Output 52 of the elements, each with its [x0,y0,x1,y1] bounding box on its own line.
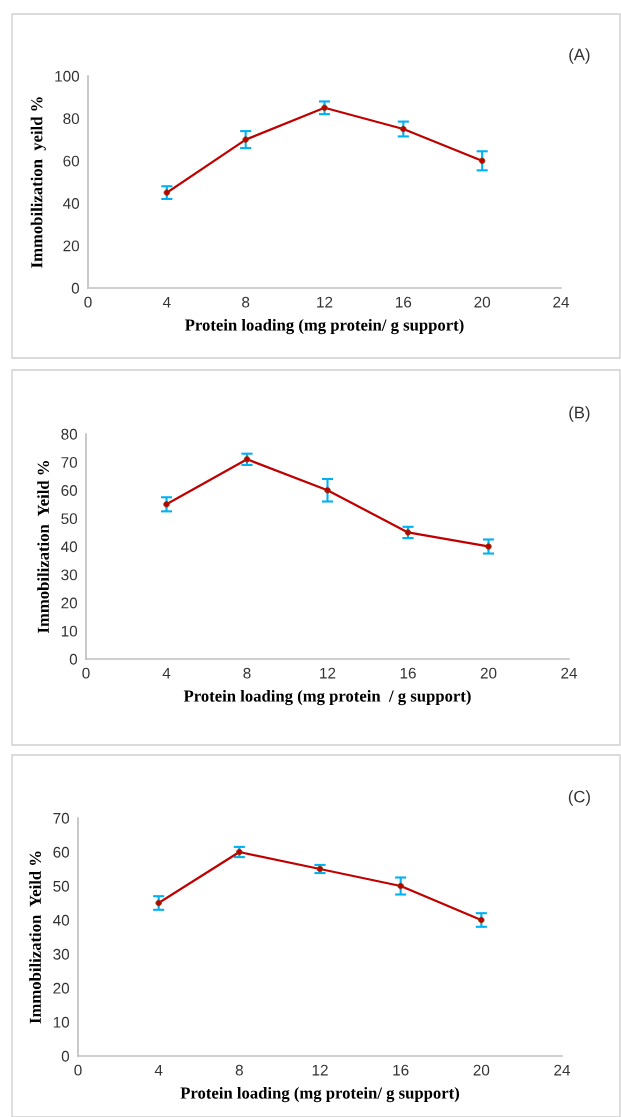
y-tick-label: 60 [53,846,70,858]
y-tick-label: 0 [71,282,80,294]
y-tick-label: 40 [63,198,80,209]
text: (C) [568,790,590,806]
x-tick-label: 12 [317,296,333,308]
y-tick-label: 20 [53,982,70,994]
y-tick-label: 60 [63,155,80,167]
x-tick-label: 8 [235,1064,243,1076]
x-tick-label: 8 [242,296,250,308]
x-tick-label: 0 [84,296,92,308]
y-tick-label: 60 [61,485,78,496]
x-tick-label: 4 [154,1064,163,1076]
y-tick-label: 80 [61,428,78,440]
text: (A) [569,48,590,64]
x-tick-label: 24 [561,667,578,679]
y-axis-title: Immobilization yeild % [30,97,46,268]
y-tick-label: 10 [53,1016,70,1028]
x-tick-label: 0 [82,667,90,679]
x-tick-label: 12 [320,667,336,679]
y-tick-label: 20 [61,597,78,609]
y-tick-label: 30 [61,569,78,581]
y-tick-label: 0 [61,1050,70,1062]
y-tick-label: 50 [53,880,70,892]
y-axis-title: Immobilization Yeild % [37,461,50,633]
x-axis-title: Protein loading (mg protein/ g support) [185,318,464,335]
y-tick-label: 40 [61,541,78,553]
x-tick-label: 24 [553,296,570,308]
y-tick-label: 20 [63,240,80,252]
text: (B) [569,406,590,422]
x-tick-label: 20 [473,1064,490,1076]
x-axis-title: Protein loading (mg protein/ g support) [180,1086,460,1103]
y-tick-label: 70 [53,812,70,824]
y-tick-label: 30 [53,948,70,960]
y-axis-title: Immobilization Yeild % [29,851,42,1024]
y-tick-label: 40 [53,914,70,926]
x-tick-label: 16 [396,296,412,308]
y-tick-label: 100 [55,70,80,82]
x-tick-label: 16 [393,1064,409,1076]
y-tick-label: 80 [63,113,80,125]
y-tick-label: 70 [61,456,78,468]
y-tick-label: 0 [69,653,78,665]
x-tick-label: 20 [480,667,497,679]
y-tick-label: 50 [61,513,78,525]
x-tick-label: 24 [554,1064,571,1076]
x-tick-label: 12 [312,1064,328,1076]
x-tick-label: 4 [162,296,171,308]
x-tick-label: 8 [243,667,251,679]
x-tick-label: 4 [162,667,171,679]
x-axis-title: Protein loading (mg protein / g support) [183,689,471,706]
x-tick-label: 16 [400,667,416,679]
y-tick-label: 10 [61,625,78,637]
x-tick-label: 20 [474,296,491,308]
